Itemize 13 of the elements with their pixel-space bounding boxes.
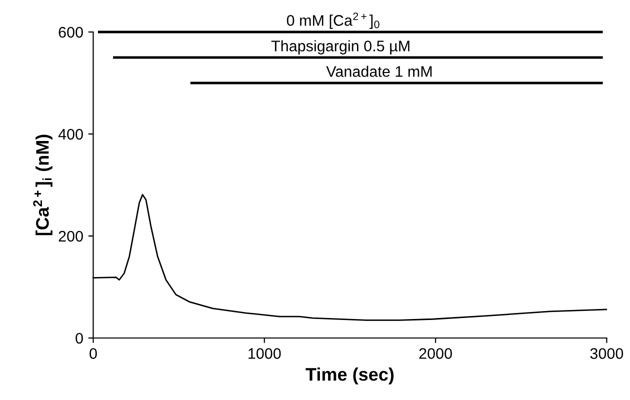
series-label: Vanadate 1 mM	[326, 66, 432, 77]
x-axis-title: Time (sec)	[306, 368, 394, 384]
y-axis-title: [Ca$^{2+}$]$_{i}$ (nM)	[33, 134, 52, 236]
y-tick-label: 0	[76, 332, 83, 344]
y-tick-label: 600	[58, 26, 83, 38]
series-label: 0 mM [Ca$^{2+}$]$_{0}$	[286, 12, 380, 29]
y-tick-label: 200	[58, 230, 83, 242]
x-tick-label: 3000	[590, 348, 624, 359]
y-tick-label: 400	[58, 128, 83, 140]
x-tick-label: 0	[90, 348, 97, 359]
x-tick-label: 2000	[419, 348, 452, 359]
series-label: Thapsigargin 0.5 µM	[271, 40, 410, 54]
x-tick-label: 1000	[248, 348, 281, 359]
